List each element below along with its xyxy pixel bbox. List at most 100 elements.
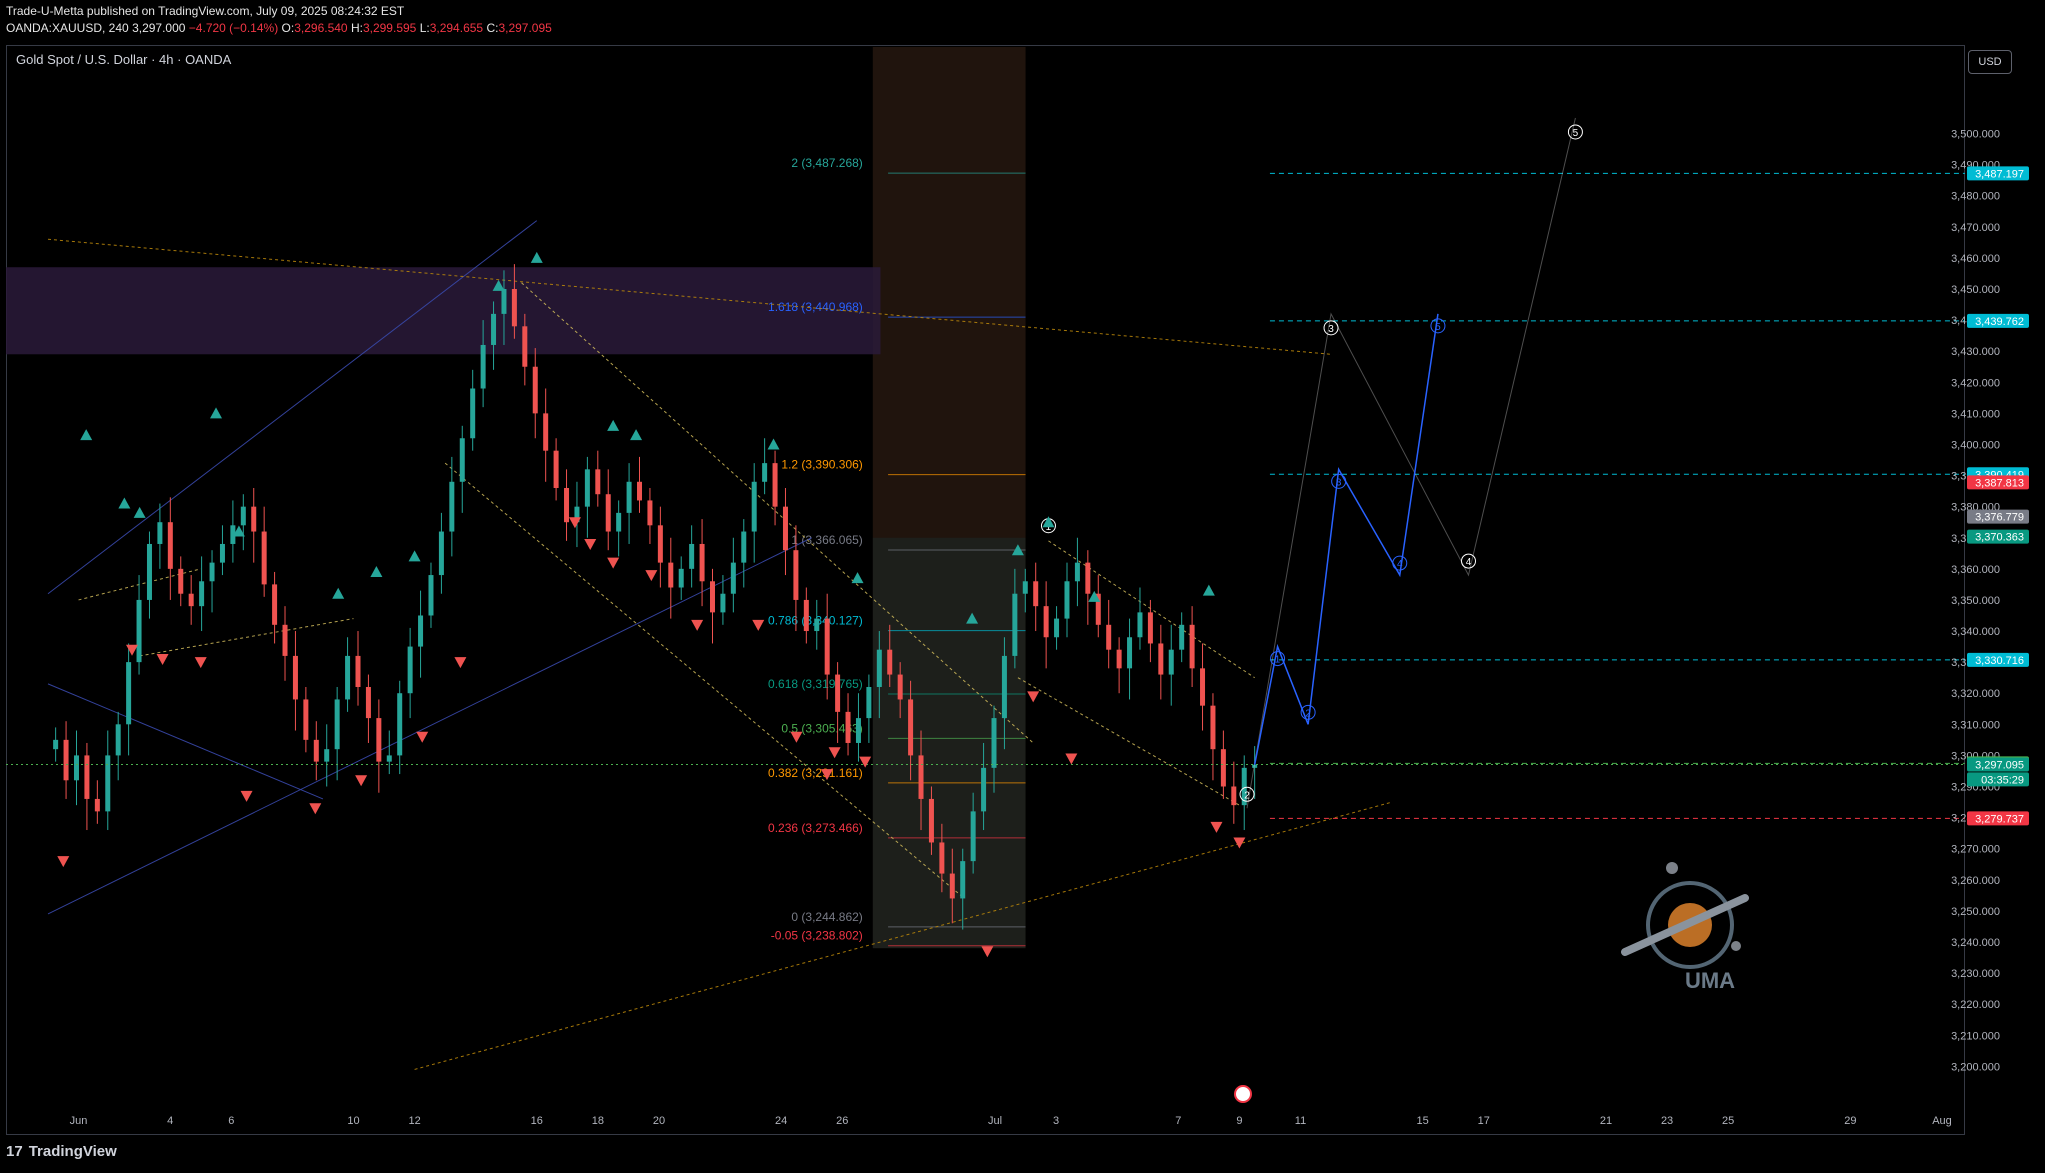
trendline bbox=[1017, 677, 1240, 806]
candle-body bbox=[553, 450, 559, 488]
candle-body bbox=[1054, 618, 1060, 638]
candle-body bbox=[1179, 624, 1185, 650]
candle-body bbox=[219, 543, 225, 563]
candle-body bbox=[157, 522, 163, 544]
fib-label: 2 (3,487.268) bbox=[791, 156, 862, 170]
close-label: C: bbox=[486, 21, 499, 35]
candle-body bbox=[699, 543, 705, 582]
low-label: L: bbox=[419, 21, 430, 35]
candle-body bbox=[146, 543, 152, 600]
wave-marker bbox=[1567, 124, 1583, 140]
candle-body bbox=[397, 693, 403, 756]
candle-body bbox=[94, 798, 100, 812]
candle-body bbox=[324, 749, 330, 762]
buy-signal-icon bbox=[1042, 516, 1055, 528]
sell-signal-icon bbox=[57, 856, 70, 868]
candle-body bbox=[313, 739, 319, 762]
tradingview-footer: 17 TradingView bbox=[6, 1143, 117, 1160]
candle-body bbox=[459, 438, 465, 482]
resistance-zone bbox=[6, 267, 881, 355]
trendline bbox=[414, 801, 1393, 1070]
price-tag bbox=[1967, 757, 2029, 772]
price-tag bbox=[1967, 772, 2029, 787]
candle-body bbox=[845, 711, 851, 743]
candle-body bbox=[897, 674, 903, 700]
sell-signal-icon bbox=[156, 654, 169, 666]
wave-label: 3 bbox=[1328, 324, 1334, 335]
wave-label: 4 bbox=[1466, 557, 1472, 568]
chart-title: Gold Spot / U.S. Dollar · 4h · OANDA bbox=[16, 52, 232, 67]
candle-body bbox=[991, 718, 997, 768]
candle-body bbox=[1231, 786, 1237, 806]
trendline bbox=[47, 238, 1332, 355]
candle-body bbox=[407, 646, 413, 694]
buy-signal-icon bbox=[118, 497, 131, 509]
candle-body bbox=[1116, 649, 1122, 669]
price-tag-label: 3,330.716 bbox=[1975, 655, 2024, 667]
candle-body bbox=[730, 562, 736, 594]
candle-body bbox=[876, 649, 882, 687]
candle-body bbox=[1241, 767, 1247, 806]
y-tick-label: 3,220.000 bbox=[1951, 999, 2000, 1011]
candle-body bbox=[626, 481, 632, 513]
candle-body bbox=[1158, 643, 1164, 675]
trendline bbox=[444, 462, 965, 899]
candle-body bbox=[772, 463, 778, 507]
symbol-interval: OANDA:XAUUSD, 240 bbox=[6, 21, 129, 35]
candle-body bbox=[167, 522, 173, 569]
y-tick-label: 3,230.000 bbox=[1951, 968, 2000, 980]
x-tick-label: 11 bbox=[1295, 1115, 1306, 1127]
candle-body bbox=[438, 531, 444, 576]
candle-body bbox=[115, 724, 121, 756]
candle-body bbox=[126, 662, 132, 725]
price-tag bbox=[1967, 313, 2029, 328]
candle-body bbox=[908, 699, 914, 756]
wave-alt-path bbox=[1246, 117, 1576, 809]
sell-signal-icon bbox=[752, 619, 765, 631]
candle-body bbox=[303, 699, 309, 740]
candle-body bbox=[480, 344, 486, 389]
publish-info: Trade-U-Metta published on TradingView.c… bbox=[6, 4, 405, 18]
candle-body bbox=[428, 575, 434, 616]
currency-button[interactable]: USD bbox=[1968, 50, 2012, 74]
x-tick-label: 18 bbox=[592, 1115, 604, 1127]
wave-label: 2 bbox=[1244, 790, 1250, 801]
candle-body bbox=[188, 593, 194, 607]
fib-label: 0.236 (3,273.466) bbox=[768, 821, 863, 835]
trendline bbox=[47, 683, 324, 800]
candle-body bbox=[814, 618, 820, 632]
candle-body bbox=[522, 326, 528, 367]
trendline bbox=[1048, 540, 1255, 679]
x-tick-label: 9 bbox=[1236, 1115, 1242, 1127]
candle-body bbox=[981, 767, 987, 812]
buy-signal-icon bbox=[1088, 590, 1101, 602]
candle-body bbox=[678, 568, 684, 588]
buy-signal-icon bbox=[133, 506, 146, 518]
candle-body bbox=[1137, 612, 1143, 638]
buy-signal-icon bbox=[370, 565, 383, 577]
wave-label: 2 bbox=[1305, 708, 1311, 719]
y-tick-label: 3,260.000 bbox=[1951, 875, 2000, 887]
candle-body bbox=[1074, 562, 1080, 582]
x-tick-label: 12 bbox=[408, 1115, 420, 1127]
x-tick-label: 3 bbox=[1053, 1115, 1059, 1127]
candle-body bbox=[209, 562, 215, 582]
price-tag-label: 3,439.762 bbox=[1975, 316, 2024, 328]
low-value: 3,294.655 bbox=[429, 21, 484, 35]
sell-signal-icon bbox=[1027, 691, 1040, 703]
candle-body bbox=[605, 494, 611, 532]
uma-logo-icon bbox=[1621, 862, 1749, 969]
sell-signal-icon bbox=[416, 731, 429, 743]
candle-body bbox=[1168, 649, 1174, 675]
candle-body bbox=[709, 581, 715, 613]
wave-marker bbox=[1392, 555, 1408, 571]
candle-body bbox=[657, 525, 663, 563]
y-tick-label: 3,270.000 bbox=[1951, 844, 2000, 856]
chart-frame[interactable] bbox=[6, 45, 1965, 1135]
candle-body bbox=[595, 469, 601, 495]
buy-signal-icon bbox=[1202, 584, 1215, 596]
candle-body bbox=[637, 481, 643, 501]
candle-body bbox=[1252, 764, 1258, 768]
candle-body bbox=[230, 525, 236, 544]
